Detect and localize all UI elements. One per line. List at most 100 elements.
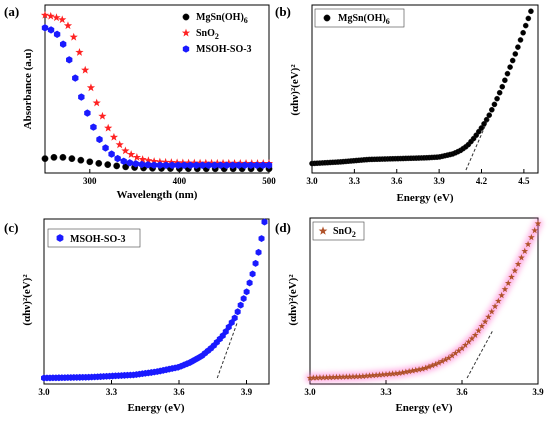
- legend-label-sno2: SnO2: [196, 28, 219, 41]
- panel-d-legend: SnO2: [312, 221, 365, 241]
- legend-marker: [182, 13, 190, 21]
- data-point: [104, 161, 112, 169]
- panel-b-xlabel: Energy (eV): [396, 192, 453, 204]
- data-point: [78, 93, 85, 101]
- panel-d-ylabel: (αhν)²(eV)²: [287, 274, 299, 326]
- data-point: [502, 77, 508, 84]
- data-point: [235, 161, 242, 169]
- data-point: [102, 144, 109, 152]
- data-point: [52, 13, 61, 22]
- data-point: [69, 32, 78, 41]
- x-tick-label: 3.0: [304, 387, 316, 397]
- legend-marker-sno2: [181, 28, 191, 37]
- tangent-line: [466, 330, 493, 379]
- panel-d-frame: [309, 217, 539, 385]
- panel-a-plot: 300 400 500: [40, 10, 276, 186]
- data-point: [132, 153, 142, 161]
- data-point: [63, 21, 73, 30]
- panel-a-legend: MgSn(OH)6 SnO2 MSOH-SO-3: [181, 12, 252, 55]
- data-point: [496, 89, 503, 96]
- data-point: [369, 371, 377, 379]
- legend-label-mgsnoh6: MgSn(OH)6: [338, 13, 390, 26]
- panel-c: (c) 3.0 3.3 3.6 3.9 MSOH-SO-3 Energy (eV) (…: [4, 218, 270, 414]
- data-point: [115, 140, 124, 149]
- series-glow: [305, 219, 543, 383]
- data-point: [58, 15, 67, 24]
- data-point: [376, 371, 383, 378]
- data-point: [520, 29, 526, 36]
- data-point: [207, 158, 216, 167]
- data-point: [228, 319, 235, 326]
- data-point: [379, 371, 387, 378]
- data-point: [218, 158, 228, 167]
- data-point: [392, 370, 400, 377]
- x-tick-label: 400: [173, 176, 187, 186]
- x-tick-label: 3.3: [380, 387, 392, 397]
- data-point: [150, 157, 159, 165]
- panel-c-legend: MSOH-SO-3: [47, 228, 141, 248]
- data-point: [504, 279, 512, 287]
- legend-marker: [181, 28, 191, 37]
- data-point: [352, 373, 360, 380]
- data-point: [53, 30, 61, 38]
- data-point: [517, 37, 524, 43]
- data-point: [468, 335, 476, 342]
- data-point: [75, 48, 84, 56]
- legend-marker-msoh-so-3: [56, 234, 64, 242]
- panel-a-frame: [44, 4, 270, 174]
- data-point: [415, 366, 423, 373]
- data-point: [499, 83, 506, 90]
- x-tick-label: 3.0: [38, 387, 50, 397]
- panel-d-xlabel: Energy (eV): [395, 402, 452, 414]
- data-point: [108, 150, 115, 158]
- legend-marker: [182, 45, 190, 53]
- data-point: [249, 270, 256, 278]
- data-point: [255, 248, 262, 256]
- data-point: [389, 370, 396, 377]
- x-tick-label: 3.3: [349, 176, 361, 186]
- data-point: [138, 160, 146, 169]
- x-tick-label: 500: [262, 176, 276, 186]
- panel-c-xlabel: Energy (eV): [127, 402, 184, 414]
- data-point: [265, 161, 273, 169]
- data-point: [509, 57, 516, 64]
- data-point: [132, 160, 139, 168]
- data-point: [59, 153, 67, 161]
- data-point: [412, 366, 420, 374]
- data-point: [372, 371, 380, 379]
- data-point: [481, 318, 489, 325]
- data-point: [501, 285, 509, 293]
- data-point: [458, 344, 466, 352]
- data-point: [113, 162, 121, 170]
- data-point: [66, 56, 73, 64]
- data-point: [489, 106, 495, 113]
- data-point: [205, 161, 212, 169]
- data-point: [495, 297, 502, 304]
- data-point: [86, 158, 94, 166]
- data-point: [346, 373, 353, 380]
- data-point: [195, 158, 205, 167]
- data-point: [445, 354, 453, 361]
- data-point: [514, 260, 522, 268]
- data-point: [92, 98, 101, 107]
- data-point: [525, 15, 532, 22]
- x-tick-label: 3.6: [456, 387, 468, 397]
- data-point: [193, 161, 200, 169]
- data-point: [90, 123, 97, 131]
- data-point: [491, 302, 499, 310]
- data-point: [86, 83, 96, 92]
- data-point: [438, 357, 446, 365]
- tangent-line: [465, 117, 490, 171]
- data-point: [104, 123, 113, 132]
- data-point: [485, 313, 492, 320]
- data-point: [343, 373, 350, 380]
- data-point: [362, 372, 370, 379]
- data-point: [187, 161, 194, 169]
- data-point: [442, 356, 449, 363]
- legend-label-mgsnoh6: MgSn(OH)6: [196, 12, 248, 25]
- data-point: [237, 301, 244, 309]
- data-point: [528, 233, 535, 241]
- data-point: [313, 374, 320, 381]
- data-point: [511, 267, 519, 274]
- data-point: [138, 155, 147, 163]
